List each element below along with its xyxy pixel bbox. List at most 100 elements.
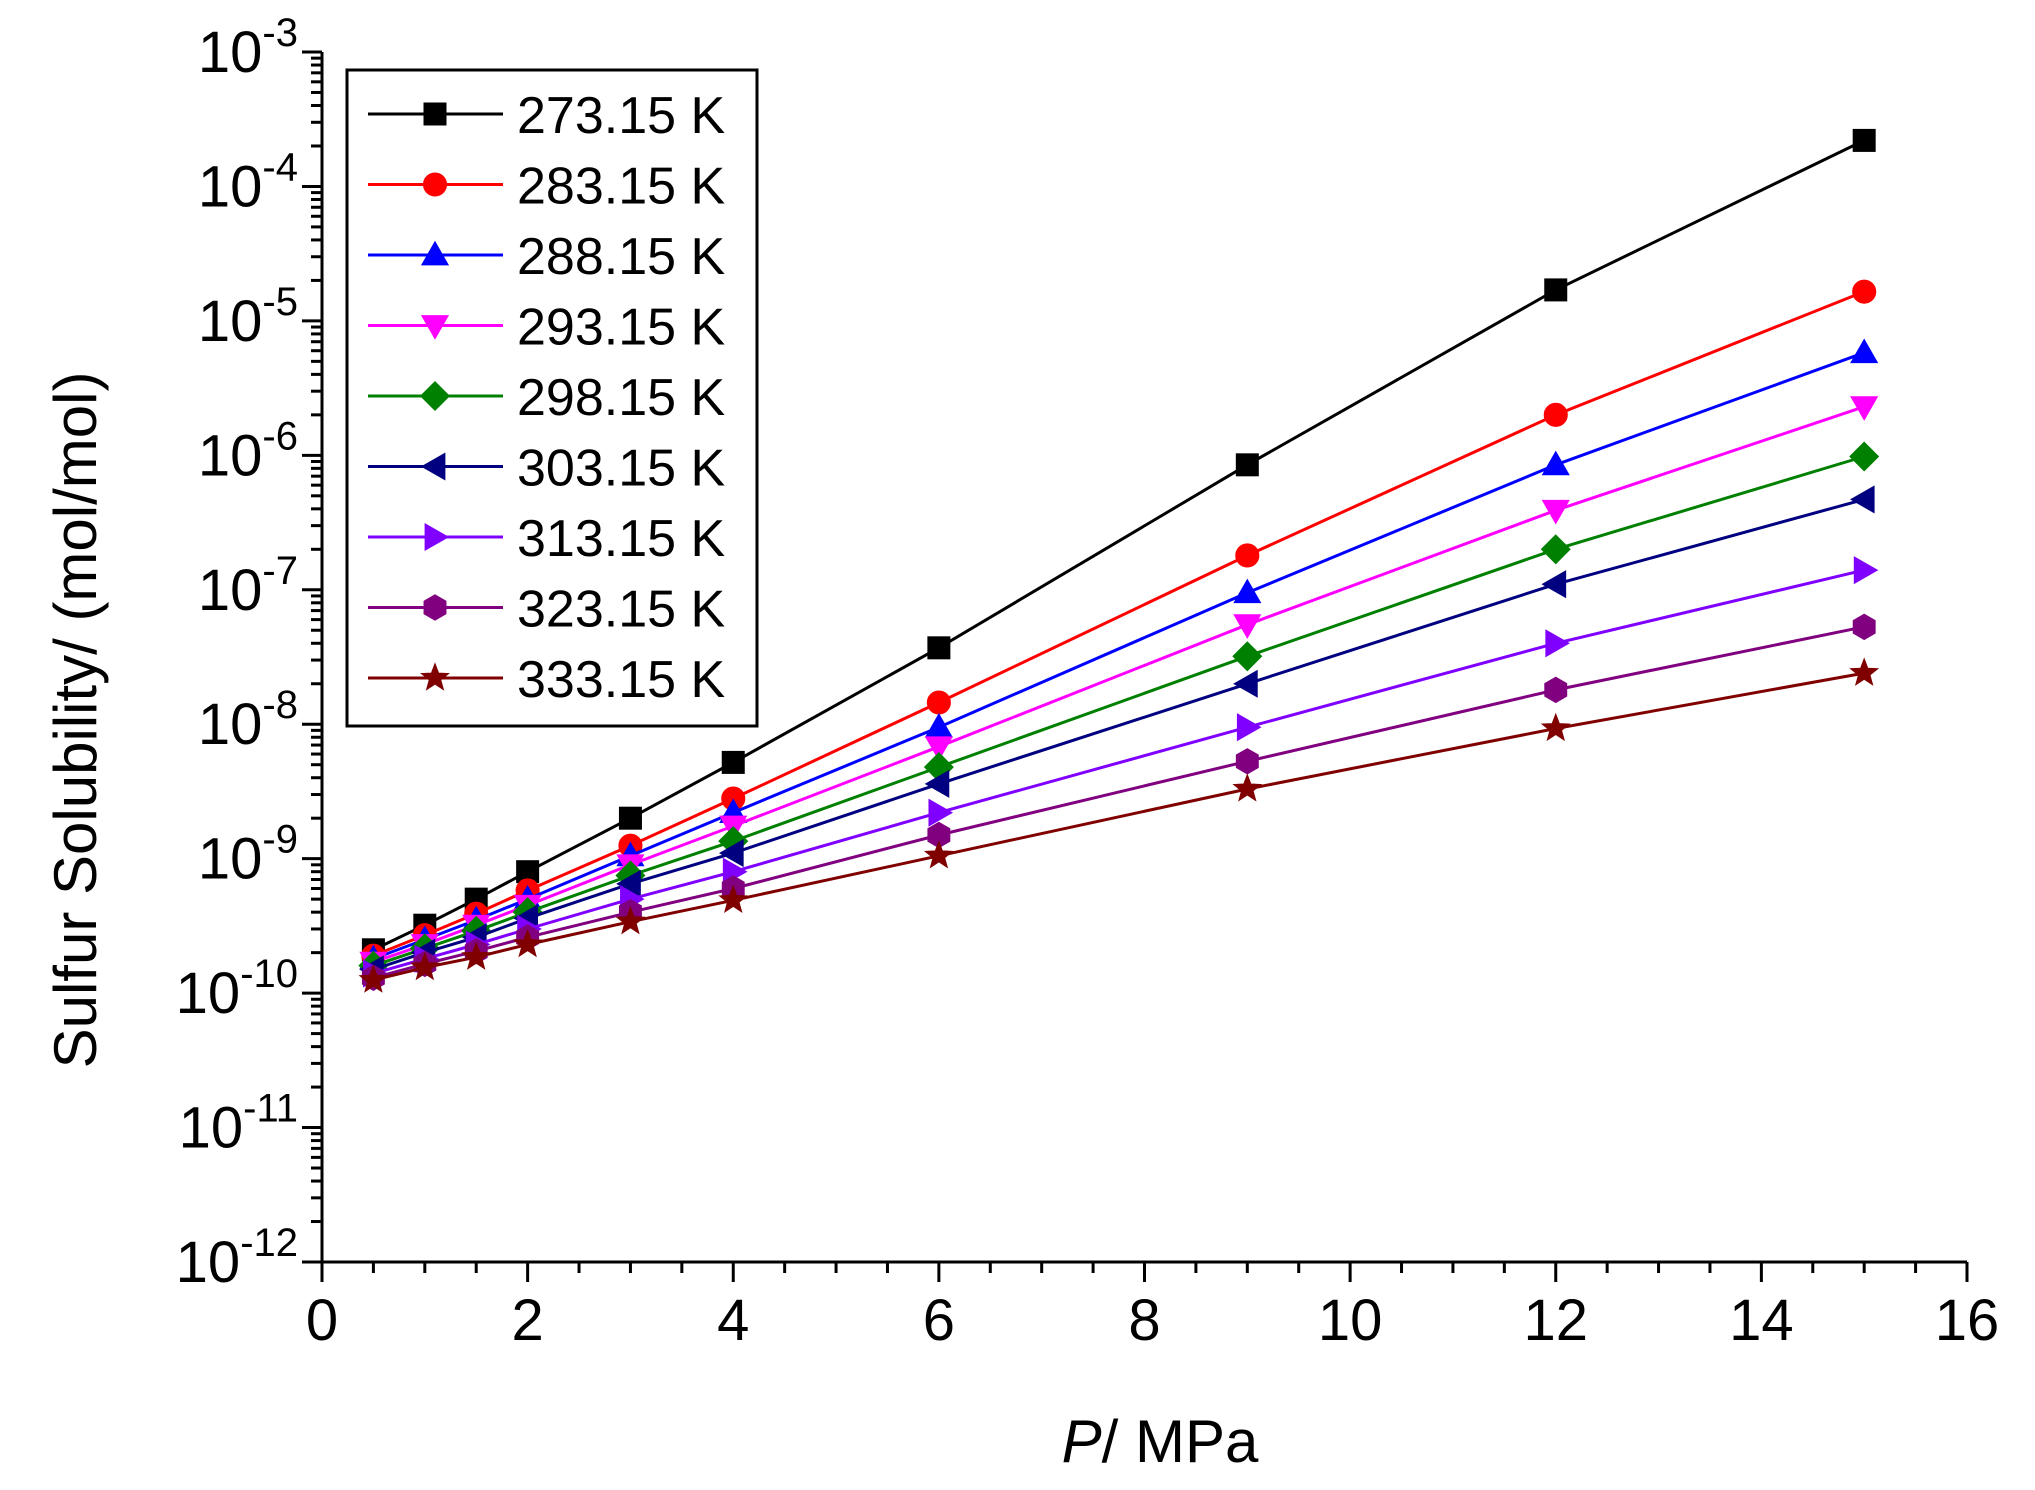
data-point (926, 690, 951, 715)
series-33315 (358, 657, 1880, 993)
legend-marker (422, 172, 448, 197)
legend-marker (420, 315, 450, 340)
x-tick-label: 0 (306, 1288, 338, 1353)
y-axis-title: Sulfur Solubility/ (mol/mol) (42, 372, 109, 1069)
data-point (1545, 629, 1570, 658)
legend-marker (420, 452, 446, 481)
legend-label: 288.15 K (517, 228, 725, 286)
legend-label: 298.15 K (517, 369, 725, 427)
x-tick-label: 14 (1729, 1288, 1794, 1353)
series-line (372, 568, 1865, 975)
legend-entry: 323.15 K (368, 581, 725, 639)
data-point (1232, 641, 1263, 672)
legend-marker (420, 240, 450, 266)
x-tick-label: 4 (717, 1288, 749, 1353)
legend-marker (423, 102, 447, 126)
data-point (1233, 614, 1262, 639)
data-point (721, 750, 745, 774)
data-point (1541, 450, 1570, 476)
legend-entry: 298.15 K (368, 369, 725, 427)
x-tick-label: 6 (923, 1288, 955, 1353)
data-point (1853, 556, 1879, 585)
legend-marker (424, 522, 450, 552)
data-point (1849, 485, 1875, 514)
legend-label: 293.15 K (517, 299, 725, 357)
x-tick-label: 2 (511, 1288, 543, 1353)
legend-marker (419, 380, 451, 412)
data-point (1852, 613, 1876, 641)
data-point (1852, 279, 1877, 304)
y-tick-label: 10-10 (176, 952, 298, 1026)
data-point (1544, 676, 1568, 704)
data-point (1235, 543, 1260, 568)
legend-entry: 303.15 K (368, 440, 725, 498)
legend-box (345, 68, 759, 728)
legend-entry: 293.15 K (368, 299, 725, 357)
data-point (615, 905, 646, 935)
series-line (372, 497, 1865, 971)
data-point (1849, 441, 1880, 472)
data-point (1233, 669, 1258, 698)
data-point (719, 839, 744, 868)
data-point (1543, 402, 1568, 427)
data-point (1541, 570, 1567, 599)
data-point (1235, 453, 1259, 477)
series-line (372, 351, 1865, 961)
legend-label: 303.15 K (517, 440, 725, 498)
y-tick-label: 10-7 (198, 549, 298, 623)
data-point (1541, 499, 1570, 525)
data-point (1850, 338, 1879, 364)
legend-label: 323.15 K (517, 581, 725, 639)
legend-marker (423, 594, 447, 621)
data-point (1544, 278, 1568, 302)
data-point (1852, 128, 1876, 152)
legend-entry: 313.15 K (368, 510, 725, 568)
series-layer (358, 128, 1880, 993)
legend: 273.15 K 283.15 K 288.15 K 293.15 K 298.15 K… (345, 68, 759, 728)
y-tick-label: 10-11 (179, 1087, 298, 1161)
x-tick-label: 10 (1318, 1288, 1383, 1353)
legend-label: 283.15 K (517, 158, 725, 216)
data-point (1540, 712, 1571, 742)
data-point (1850, 396, 1879, 421)
legend-entry: 273.15 K (368, 87, 725, 145)
series-line (372, 455, 1865, 968)
data-point (928, 798, 954, 827)
data-point (512, 928, 543, 958)
y-tick-label: 10-3 (198, 11, 298, 85)
legend-entry: 333.15 K (368, 651, 725, 709)
series-line (373, 671, 1865, 982)
y-tick-label: 10-6 (198, 414, 298, 488)
data-point (924, 769, 950, 798)
data-point (409, 951, 440, 981)
legend-label: 333.15 K (517, 651, 725, 709)
data-point (927, 636, 951, 660)
x-axis-title-unit: / MPa (1102, 1408, 1259, 1475)
data-point (718, 884, 749, 914)
data-point (1233, 578, 1262, 604)
data-point (1236, 713, 1262, 742)
x-tick-label: 8 (1128, 1288, 1160, 1353)
legend-label: 313.15 K (517, 510, 725, 568)
data-point (1232, 773, 1263, 802)
data-point (358, 964, 389, 993)
series-line (372, 139, 1865, 952)
series-line (372, 405, 1865, 964)
x-tick-label: 16 (1935, 1288, 2000, 1353)
series-line (373, 625, 1865, 980)
y-tick-label: 10-5 (198, 280, 298, 354)
x-axis-title-symbol: P (1062, 1408, 1102, 1475)
series-line (372, 290, 1865, 957)
data-point (924, 736, 953, 761)
y-tick-label: 10-9 (198, 818, 298, 892)
x-tick-label: 12 (1523, 1288, 1588, 1353)
data-point (1540, 534, 1571, 565)
data-point (618, 806, 642, 830)
legend-entry: 283.15 K (368, 158, 725, 216)
x-axis-title: P/ MPa (1062, 1408, 1259, 1475)
legend-label: 273.15 K (517, 87, 725, 145)
data-point (923, 840, 954, 869)
data-point (461, 941, 492, 970)
